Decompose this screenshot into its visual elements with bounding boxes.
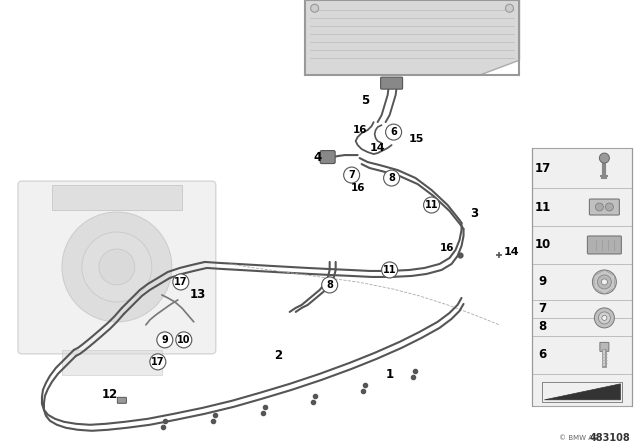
Text: 17: 17 [534, 162, 550, 175]
Text: 17: 17 [174, 277, 188, 287]
Circle shape [598, 312, 611, 324]
Text: 1: 1 [385, 368, 394, 381]
Bar [532, 148, 632, 406]
Text: 11: 11 [534, 201, 550, 214]
Circle shape [602, 279, 607, 285]
Circle shape [602, 315, 607, 320]
Text: 16: 16 [440, 243, 455, 253]
Circle shape [595, 203, 604, 211]
Bar [52, 185, 182, 210]
Circle shape [381, 262, 397, 278]
Text: 11: 11 [383, 265, 396, 275]
Circle shape [605, 203, 613, 211]
Polygon shape [545, 384, 620, 400]
Circle shape [506, 4, 513, 12]
Text: 6: 6 [538, 349, 547, 362]
Text: 6: 6 [390, 127, 397, 137]
Text: 11: 11 [425, 200, 438, 210]
Polygon shape [305, 0, 520, 75]
Circle shape [595, 308, 614, 328]
Text: 8: 8 [326, 280, 333, 290]
Circle shape [310, 4, 319, 12]
Circle shape [150, 354, 166, 370]
Circle shape [176, 332, 192, 348]
Text: 5: 5 [362, 94, 370, 107]
FancyBboxPatch shape [320, 151, 335, 164]
Text: 7: 7 [348, 170, 355, 180]
Circle shape [157, 332, 173, 348]
Text: 13: 13 [189, 289, 206, 302]
Text: 8: 8 [538, 320, 547, 333]
Text: 14: 14 [504, 247, 519, 257]
Text: 10: 10 [534, 238, 550, 251]
Text: 9: 9 [538, 276, 547, 289]
Text: 12: 12 [102, 388, 118, 401]
Text: 15: 15 [409, 134, 424, 144]
Circle shape [386, 124, 401, 140]
FancyBboxPatch shape [18, 181, 216, 354]
Text: 14: 14 [370, 143, 385, 153]
Circle shape [322, 277, 338, 293]
Text: 4: 4 [314, 151, 322, 164]
FancyBboxPatch shape [381, 77, 403, 89]
Text: 16: 16 [353, 125, 367, 135]
Circle shape [424, 197, 440, 213]
Circle shape [383, 170, 399, 186]
Text: 483108: 483108 [589, 433, 630, 443]
Text: 3: 3 [470, 207, 479, 220]
FancyBboxPatch shape [588, 236, 621, 254]
Text: 9: 9 [161, 335, 168, 345]
Text: © BMW AG: © BMW AG [559, 435, 598, 441]
Circle shape [99, 249, 135, 285]
Circle shape [344, 167, 360, 183]
Text: 8: 8 [388, 173, 395, 183]
Bar [62, 350, 162, 375]
Circle shape [593, 270, 616, 294]
FancyBboxPatch shape [600, 342, 609, 351]
Circle shape [600, 153, 609, 163]
Text: 7: 7 [538, 302, 547, 315]
Circle shape [82, 232, 152, 302]
Circle shape [597, 275, 611, 289]
FancyBboxPatch shape [589, 199, 620, 215]
Bar [543, 382, 622, 402]
FancyBboxPatch shape [117, 397, 126, 403]
Text: 10: 10 [177, 335, 191, 345]
Text: 16: 16 [350, 183, 365, 193]
Text: 2: 2 [274, 349, 282, 362]
Circle shape [173, 274, 189, 290]
Circle shape [62, 212, 172, 322]
Text: 17: 17 [151, 357, 164, 367]
